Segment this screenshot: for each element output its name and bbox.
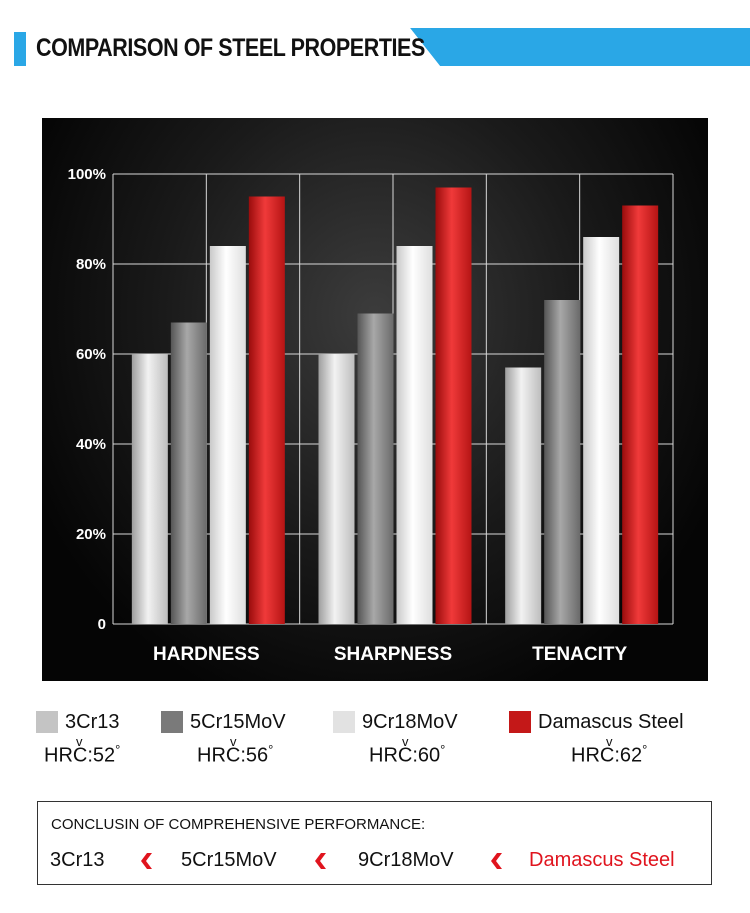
rank-item-9cr18mov: 9Cr18MoV: [358, 849, 454, 871]
hrc-value-3cr13: HRC:52: [44, 744, 116, 767]
hrc-9cr18mov: HRC:60°: [369, 742, 445, 768]
hrc-marker-damascus: v: [606, 734, 613, 749]
bar-chart: HARDNESS SHARPNESS TENACITY 0 20% 40% 60% 80% 10…: [68, 166, 674, 665]
chart-panel: HARDNESS SHARPNESS TENACITY 0 20% 40% 60% 80% 10…: [42, 118, 708, 681]
legend-label-damascus: Damascus Steel: [538, 710, 684, 733]
y-tick-label: 60%: [76, 346, 106, 363]
hrc-damascus: HRC:62°: [571, 742, 647, 768]
legend-swatch-3cr13: [36, 711, 58, 733]
degree-sign: °: [115, 742, 121, 757]
legend-label-9cr18mov: 9Cr18MoV: [362, 710, 458, 733]
hrc-marker-5cr15mov: v: [230, 734, 237, 749]
hrc-value-5cr15mov: HRC:56: [197, 744, 269, 767]
page-title: COMPARISON OF STEEL PROPERTIES: [36, 34, 425, 62]
bar-hardness-3cr13: [131, 354, 168, 624]
degree-sign: °: [642, 742, 648, 757]
header-title-plate: [30, 28, 440, 66]
legend-swatch-5cr15mov: [161, 711, 183, 733]
x-tick-label: SHARPNESS: [334, 644, 452, 665]
conclusion-box: CONCLUSIN OF COMPREHENSIVE PERFORMANCE: …: [37, 801, 712, 885]
header-blue-stripe: [0, 28, 750, 66]
less-than-chevron-icon: [315, 853, 326, 869]
legend-item-5cr15mov: 5Cr15MoV: [161, 708, 286, 736]
hrc-value-damascus: HRC:62: [571, 744, 643, 767]
legend-swatch-9cr18mov: [333, 711, 355, 733]
hrc-marker-9cr18mov: v: [402, 734, 409, 749]
legend-item-damascus: Damascus Steel: [509, 708, 684, 736]
header-banner: [0, 28, 750, 66]
less-than-chevron-icon: [491, 853, 502, 869]
hrc-3cr13: HRC:52°: [44, 742, 120, 768]
hrc-5cr15mov: HRC:56°: [197, 742, 273, 768]
rank-item-5cr15mov: 5Cr15MoV: [181, 849, 277, 871]
bar-tenacity-9cr18mov: [583, 237, 620, 624]
legend-item-9cr18mov: 9Cr18MoV: [333, 708, 458, 736]
x-tick-label: TENACITY: [532, 644, 627, 665]
y-tick-label: 0: [98, 616, 106, 633]
hrc-marker-3cr13: v: [76, 734, 83, 749]
header-accent-bar: [14, 32, 26, 66]
degree-sign: °: [440, 742, 446, 757]
bar-sharpness-damascus-steel: [435, 187, 472, 624]
bar-tenacity-5cr15mov: [544, 300, 581, 624]
y-tick-label: 80%: [76, 256, 106, 273]
rank-item-3cr13: 3Cr13: [50, 849, 105, 871]
y-tick-label: 100%: [68, 166, 106, 183]
less-than-chevron-icon: [141, 853, 152, 869]
bar-hardness-9cr18mov: [209, 246, 246, 624]
conclusion-title: CONCLUSIN OF COMPREHENSIVE PERFORMANCE:: [51, 816, 426, 833]
legend-swatch-damascus: [509, 711, 531, 733]
hrc-value-9cr18mov: HRC:60: [369, 744, 441, 767]
x-tick-label: HARDNESS: [153, 644, 260, 665]
y-tick-label: 20%: [76, 526, 106, 543]
bar-sharpness-5cr15mov: [357, 313, 394, 624]
legend-label-3cr13: 3Cr13: [65, 710, 120, 733]
bar-hardness-damascus-steel: [248, 196, 285, 624]
legend-label-5cr15mov: 5Cr15MoV: [190, 710, 286, 733]
rank-item-damascus: Damascus Steel: [529, 849, 675, 871]
bar-sharpness-3cr13: [318, 354, 355, 624]
degree-sign: °: [268, 742, 274, 757]
y-tick-label: 40%: [76, 436, 106, 453]
bar-tenacity-damascus-steel: [622, 205, 659, 624]
bar-sharpness-9cr18mov: [396, 246, 433, 624]
bar-tenacity-3cr13: [505, 367, 542, 624]
bar-hardness-5cr15mov: [170, 322, 207, 624]
legend-item-3cr13: 3Cr13: [36, 708, 119, 736]
